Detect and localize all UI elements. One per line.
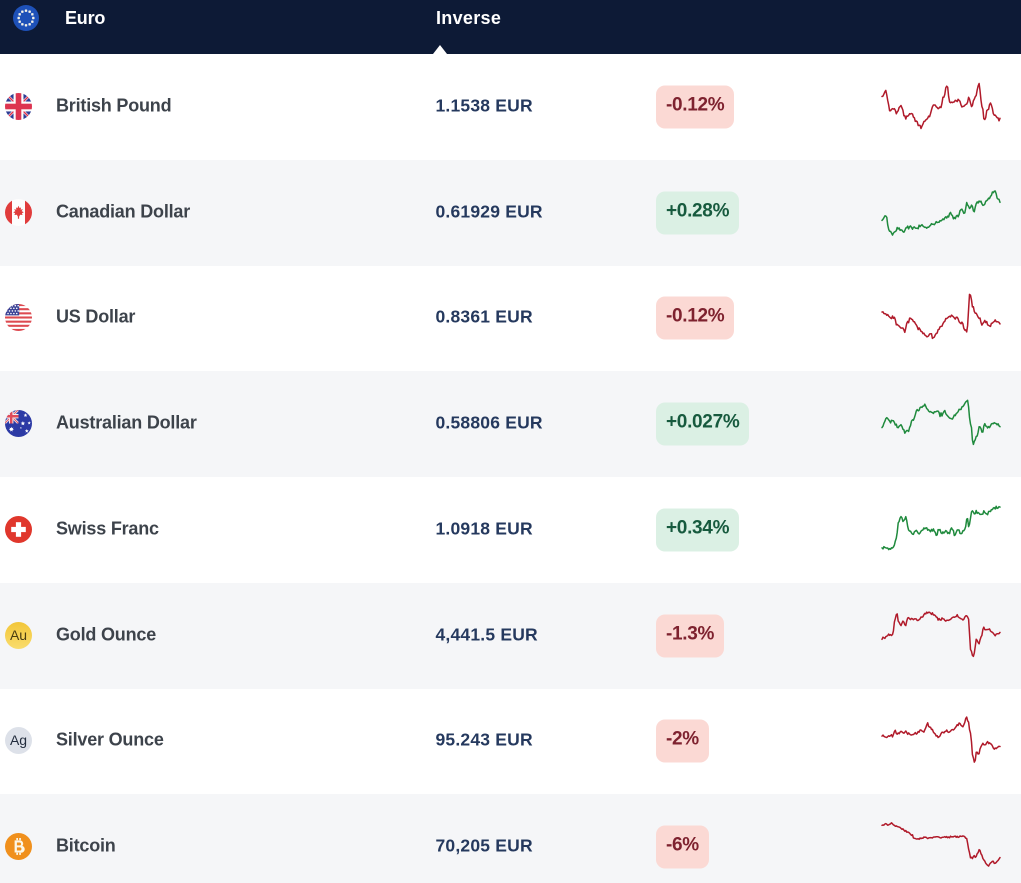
svg-text:Ag: Ag xyxy=(10,733,27,749)
svg-text:Au: Au xyxy=(10,627,27,643)
